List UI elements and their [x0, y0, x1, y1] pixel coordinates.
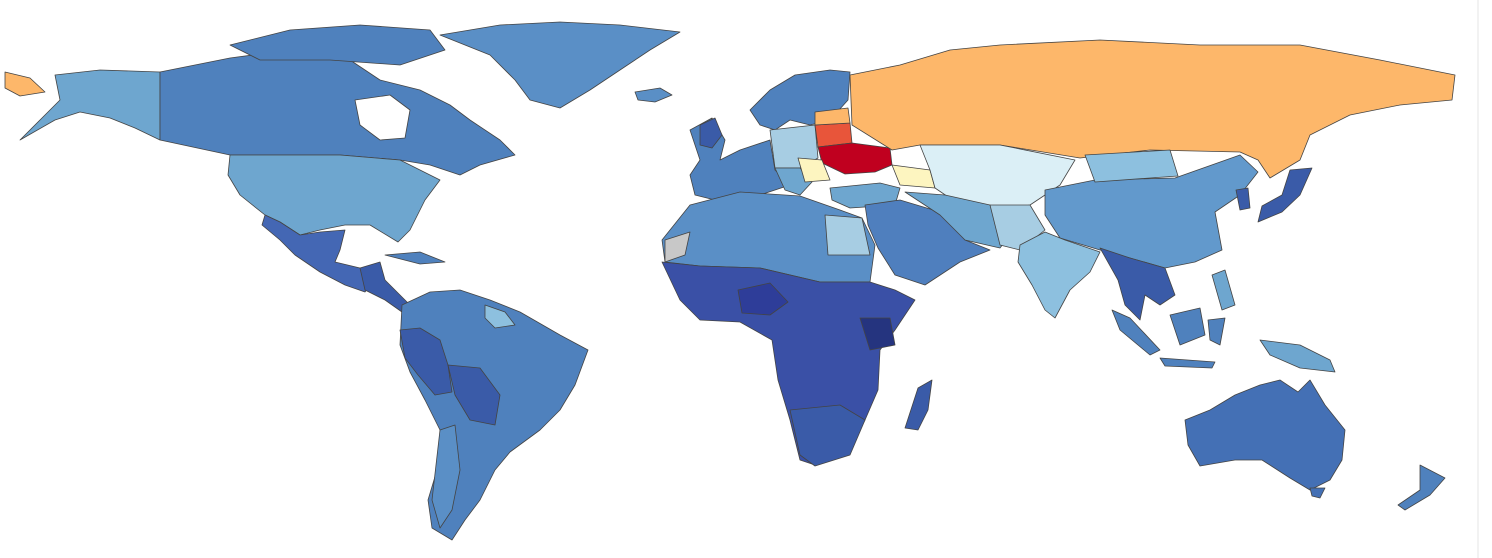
- region-uk: [699, 117, 723, 149]
- region-india: [1017, 231, 1101, 319]
- region-greenland: [439, 21, 681, 109]
- region-china: [1044, 154, 1259, 269]
- region-canada-islands: [229, 24, 446, 66]
- region-iceland: [634, 87, 673, 103]
- region-moldova-romania: [797, 157, 831, 183]
- region-new-guinea: [1259, 339, 1336, 373]
- region-usa: [227, 154, 441, 243]
- region-cuba: [384, 251, 446, 265]
- region-java: [1159, 357, 1216, 369]
- region-middle-east: [864, 199, 991, 286]
- region-philippines: [1211, 269, 1236, 311]
- region-peru-ecuador: [399, 327, 453, 396]
- region-madagascar: [904, 379, 933, 431]
- region-nigeria: [737, 282, 789, 316]
- region-chukotka-west: [4, 71, 46, 97]
- region-southern-africa: [789, 404, 866, 467]
- region-tasmania: [1309, 487, 1326, 499]
- region-bolivia-paraguay: [447, 364, 501, 426]
- region-new-zealand: [1397, 464, 1446, 511]
- region-korea: [1235, 187, 1251, 211]
- region-hudson-bay: [354, 94, 411, 141]
- region-western-sahara: [664, 231, 691, 263]
- region-baltics: [814, 107, 851, 126]
- region-australia: [1184, 379, 1346, 491]
- region-japan: [1257, 167, 1313, 223]
- region-egypt-sudan: [824, 214, 871, 256]
- region-sulawesi: [1207, 317, 1226, 346]
- region-ukraine: [817, 142, 893, 175]
- region-sumatra: [1111, 309, 1161, 356]
- region-kenya-tanzania: [859, 317, 896, 351]
- region-chile-south: [431, 424, 461, 529]
- region-alaska: [19, 69, 161, 141]
- region-mongolia: [1084, 149, 1179, 183]
- region-southeast-asia: [1099, 247, 1176, 321]
- region-borneo: [1169, 307, 1206, 346]
- region-guianas: [484, 304, 516, 329]
